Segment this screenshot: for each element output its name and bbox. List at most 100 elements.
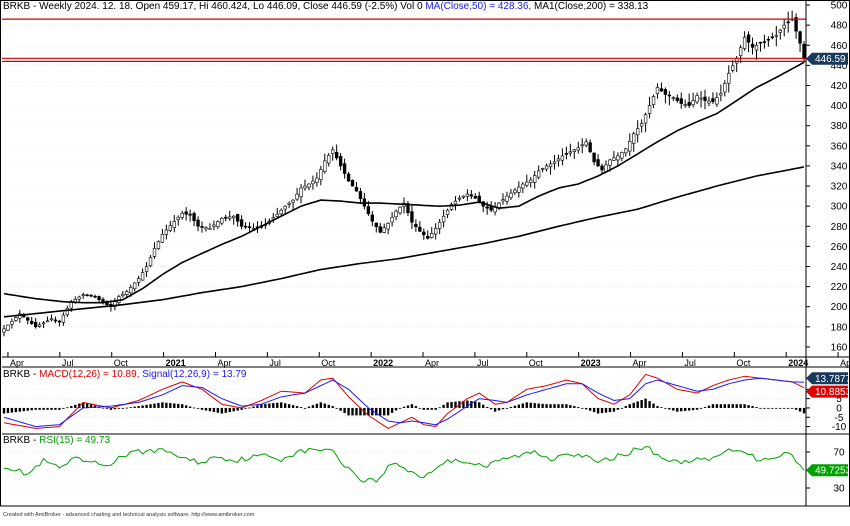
time-tick-label: 2021	[166, 358, 186, 368]
rsi-grid	[2, 452, 806, 488]
macd-histogram-bar	[102, 408, 104, 409]
macd-histogram-bar	[244, 408, 246, 409]
candle-body	[248, 227, 251, 228]
candle-body	[387, 223, 390, 229]
candle-body	[652, 97, 655, 105]
candle-body	[763, 42, 766, 43]
macd-histogram-bar	[189, 406, 191, 407]
macd-histogram-bar	[316, 404, 318, 408]
candle-body	[561, 156, 564, 160]
macd-histogram-bar	[118, 408, 120, 409]
candle-body	[30, 321, 33, 323]
macd-histogram-bar	[629, 404, 631, 408]
macd-histogram-bar	[664, 408, 666, 409]
candle-body	[216, 222, 219, 227]
candle-body	[379, 227, 382, 233]
candle-body	[296, 194, 299, 199]
candle-body	[14, 318, 17, 321]
macd-symbol: BRKB -	[3, 369, 39, 380]
time-tick-label: Apr	[425, 358, 439, 368]
macd-histogram-bar	[46, 408, 48, 410]
price-tick-label: 280	[831, 222, 848, 233]
macd-histogram-bar	[704, 407, 706, 408]
candle-body	[284, 206, 287, 209]
time-tick-label: Oct	[736, 358, 751, 368]
candle-body	[569, 152, 572, 153]
time-tick-label: 2024	[788, 358, 808, 368]
price-plot	[2, 11, 806, 337]
macd-histogram-bar	[676, 408, 678, 412]
candle-body	[228, 217, 231, 218]
macd-histogram-bar	[700, 408, 702, 409]
candle-body	[557, 159, 560, 161]
candle-body	[153, 248, 156, 256]
candle-body	[240, 220, 243, 227]
macd-histogram-bar	[268, 403, 270, 407]
macd-histogram-bar	[276, 403, 278, 408]
macd-histogram-bar	[229, 408, 231, 412]
time-tick-label: Apr	[840, 358, 850, 368]
macd-histogram-bar	[391, 408, 393, 413]
price-tick-label: 400	[831, 101, 848, 112]
macd-histogram-bar	[510, 407, 512, 408]
time-tick-label: Jul	[684, 358, 696, 368]
macd-histogram-bar	[716, 404, 718, 408]
candle-body	[688, 102, 691, 105]
candle-body	[747, 35, 750, 42]
candle-body	[502, 200, 505, 201]
candle-body	[668, 95, 671, 96]
candle-body	[624, 149, 627, 153]
price-tick-label: 340	[831, 161, 848, 172]
candle-body	[783, 25, 786, 28]
price-tick-label: 300	[831, 202, 848, 213]
macd-histogram-bar	[347, 408, 349, 415]
macd-histogram-bar	[50, 408, 52, 410]
macd-value-tag: 10.8853	[806, 386, 850, 399]
macd-histogram-bar	[252, 406, 254, 407]
candle-body	[636, 129, 639, 135]
macd-histogram-bar	[799, 408, 801, 412]
macd-histogram-bar	[581, 408, 583, 409]
macd-histogram-bar	[233, 408, 235, 411]
candle-body	[98, 296, 101, 299]
price-tick-label: 220	[831, 282, 848, 293]
macd-label: MACD(12,26) = 10.89,	[39, 369, 139, 380]
macd-histogram-bar	[502, 408, 504, 409]
candle-body	[632, 134, 635, 144]
macd-histogram-bar	[292, 405, 294, 408]
candle-body	[129, 287, 132, 293]
candle-body	[205, 228, 208, 229]
macd-histogram-bar	[668, 408, 670, 409]
macd-histogram-bar	[565, 404, 567, 408]
macd-histogram-bar	[320, 402, 322, 408]
macd-line	[4, 374, 804, 428]
time-tick-label: Apr	[633, 358, 647, 368]
macd-histogram-bar	[177, 404, 179, 408]
candle-body	[731, 66, 734, 71]
candle-body	[193, 213, 196, 220]
macd-histogram-bar	[692, 408, 694, 410]
candle-body	[391, 217, 394, 222]
candle-body	[54, 320, 57, 321]
macd-histogram-bar	[771, 408, 773, 409]
macd-histogram-bar	[593, 408, 595, 412]
candle-body	[161, 234, 164, 242]
macd-histogram-bar	[541, 404, 543, 408]
candle-body	[411, 212, 414, 223]
candle-body	[399, 207, 402, 213]
rsi-value-tag-text: 49.7253	[815, 466, 850, 477]
macd-histogram-bar	[755, 407, 757, 408]
candle-body	[383, 228, 386, 233]
price-tick-label: 480	[831, 21, 848, 32]
macd-histogram-bar	[767, 408, 769, 409]
macd-histogram-bar	[724, 404, 726, 408]
candle-body	[434, 228, 437, 234]
time-tick-label: Apr	[217, 358, 231, 368]
candle-body	[723, 83, 726, 92]
macd-histogram-bar	[328, 405, 330, 408]
macd-histogram-bar	[779, 408, 781, 409]
candle-body	[347, 174, 350, 181]
macd-histogram-bar	[161, 402, 163, 408]
